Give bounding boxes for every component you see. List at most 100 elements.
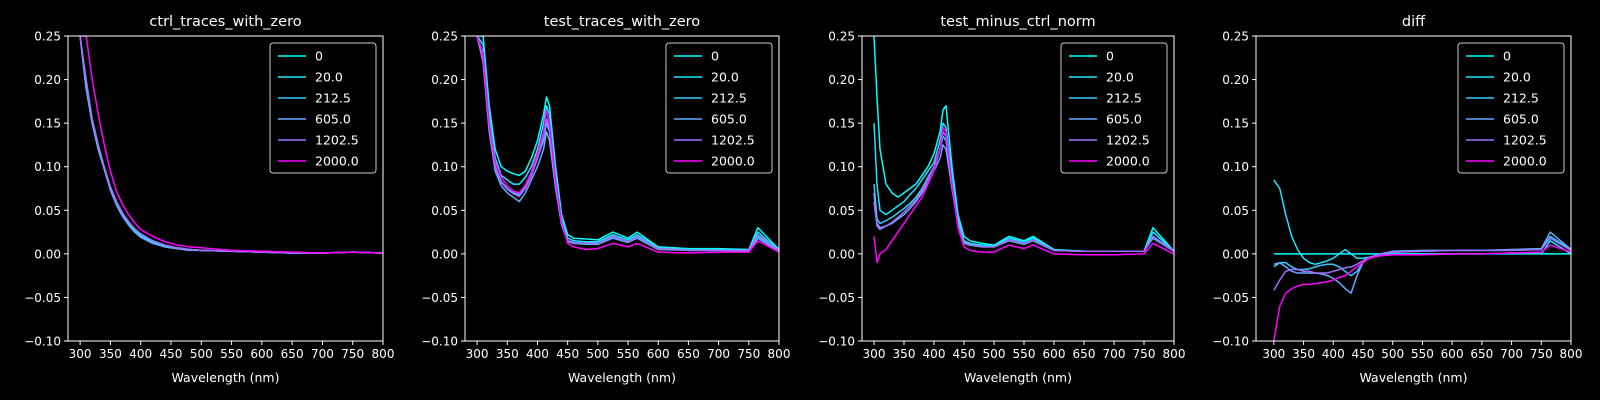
y-tick-label: −0.10	[1212, 335, 1249, 349]
x-tick-label: 800	[372, 347, 395, 361]
x-tick-label: 600	[647, 347, 670, 361]
legend: 0 20.0 212.5 605.0 1202.5 2000.0	[665, 42, 773, 174]
x-tick-label: 750	[341, 347, 364, 361]
x-tick-label: 700	[1103, 347, 1126, 361]
plot-frame	[861, 35, 1175, 342]
chart-panel-3: test_minus_ctrl_norm −0.10 −0.05 0.00 0.05 0.…	[818, 14, 1185, 385]
x-axis-label: Wavelength (nm)	[1360, 370, 1468, 385]
chart-title: test_traces_with_zero	[544, 14, 701, 30]
legend-label: 2000.0	[315, 154, 359, 169]
y-tick-label: −0.05	[421, 291, 458, 305]
legend-label: 0	[711, 49, 719, 64]
x-axis-label: Wavelength (nm)	[964, 370, 1072, 385]
y-tick-label: −0.05	[818, 291, 855, 305]
series-line-212.5	[1273, 235, 1571, 277]
x-tick-label: 350	[1292, 347, 1315, 361]
chart-title: diff	[1402, 14, 1426, 30]
legend-label: 605.0	[1503, 112, 1539, 127]
legend-label: 0	[1503, 49, 1511, 64]
series-line-605.0	[1273, 231, 1571, 294]
x-tick-label: 550	[220, 347, 243, 361]
x-tick-label: 800	[768, 347, 791, 361]
series-lines	[476, 36, 779, 254]
legend-label: 0	[315, 49, 323, 64]
x-tick-label: 550	[1013, 347, 1036, 361]
y-tick-label: 0.25	[34, 30, 61, 44]
x-tick-label: 550	[617, 347, 640, 361]
x-tick-label: 450	[160, 347, 183, 361]
legend-label: 20.0	[1503, 70, 1531, 85]
legend-label: 1202.5	[315, 133, 359, 148]
x-tick-label: 450	[1352, 347, 1375, 361]
x-tick-label: 300	[466, 347, 489, 361]
legend-label: 20.0	[711, 70, 739, 85]
y-tick-label: 0.25	[828, 30, 855, 44]
x-tick-label: 750	[1133, 347, 1156, 361]
chart-title: test_minus_ctrl_norm	[940, 14, 1095, 30]
legend-label: 605.0	[711, 112, 747, 127]
x-tick-label: 700	[1500, 347, 1523, 361]
y-tick-label: 0.20	[431, 73, 458, 87]
series-line-2000.0	[873, 126, 1174, 264]
chart-panel-1: ctrl_traces_with_zero −0.10 −0.05 0.00 0.05 0…	[24, 14, 394, 385]
legend-label: 20.0	[315, 70, 343, 85]
x-tick-label: 750	[737, 347, 760, 361]
x-tick-label: 650	[677, 347, 700, 361]
y-tick-label: 0.20	[828, 73, 855, 87]
y-tick-label: 0.05	[1222, 204, 1249, 218]
x-axis-label: Wavelength (nm)	[172, 370, 280, 385]
series-line-1202.5	[79, 36, 383, 254]
legend-label: 212.5	[711, 91, 747, 106]
x-tick-label: 600	[1441, 347, 1464, 361]
x-tick-label: 650	[1073, 347, 1096, 361]
chart-title: ctrl_traces_with_zero	[149, 14, 301, 30]
series-line-2000.0	[80, 36, 383, 254]
legend-label: 212.5	[1503, 91, 1539, 106]
x-tick-label: 500	[983, 347, 1006, 361]
y-tick-label: 0.00	[431, 247, 458, 261]
y-tick-label: 0.00	[34, 247, 61, 261]
legend-label: 1202.5	[711, 133, 755, 148]
x-tick-label: 550	[1411, 347, 1434, 361]
plot-frame	[67, 35, 384, 342]
y-tick-label: −0.10	[421, 335, 458, 349]
x-tick-label: 800	[1560, 347, 1583, 361]
legend-label: 0	[1106, 49, 1114, 64]
y-tick-label: 0.20	[1222, 73, 1249, 87]
x-tick-label: 650	[281, 347, 304, 361]
x-tick-label: 450	[556, 347, 579, 361]
y-tick-label: 0.10	[34, 160, 61, 174]
y-tick-label: 0.10	[1222, 160, 1249, 174]
x-tick-label: 500	[586, 347, 609, 361]
x-tick-label: 600	[1043, 347, 1066, 361]
legend-label: 2000.0	[711, 154, 755, 169]
chart-panel-2: test_traces_with_zero −0.10 −0.05 0.00 0.05 0…	[421, 14, 790, 385]
y-tick-label: 0.15	[431, 117, 458, 131]
y-tick-label: 0.25	[1222, 30, 1249, 44]
legend-label: 212.5	[1106, 91, 1142, 106]
legend: 0 20.0 212.5 605.0 1202.5 2000.0	[1060, 42, 1168, 174]
y-tick-label: 0.05	[34, 204, 61, 218]
series-lines	[873, 36, 1174, 264]
y-tick-label: 0.05	[431, 204, 458, 218]
legend-label: 212.5	[315, 91, 351, 106]
x-tick-label: 400	[526, 347, 549, 361]
x-tick-label: 300	[863, 347, 886, 361]
x-tick-label: 350	[496, 347, 519, 361]
plot-frame	[464, 35, 780, 342]
x-tick-label: 300	[69, 347, 92, 361]
x-tick-label: 400	[129, 347, 152, 361]
series-lines	[79, 36, 383, 254]
plot-frame	[1255, 35, 1572, 342]
y-tick-label: −0.10	[24, 335, 61, 349]
y-tick-label: 0.25	[431, 30, 458, 44]
legend-label: 605.0	[1106, 112, 1142, 127]
x-tick-label: 500	[190, 347, 213, 361]
legend: 0 20.0 212.5 605.0 1202.5 2000.0	[269, 42, 377, 174]
x-tick-label: 700	[707, 347, 730, 361]
x-tick-label: 500	[1381, 347, 1404, 361]
y-tick-label: 0.15	[1222, 117, 1249, 131]
series-line-2000.0	[1273, 244, 1571, 341]
y-tick-label: 0.00	[828, 247, 855, 261]
series-line-2000.0	[476, 36, 779, 254]
